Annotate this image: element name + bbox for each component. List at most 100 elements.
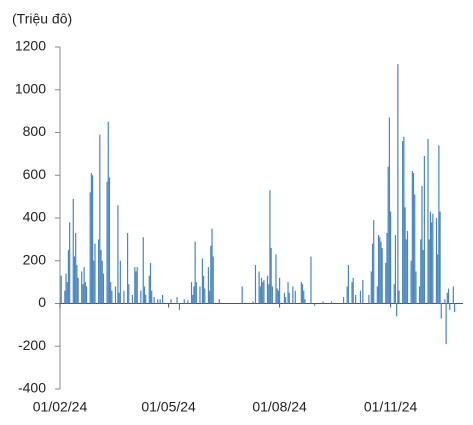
- bar: [66, 282, 68, 304]
- bar: [170, 299, 172, 304]
- bar: [330, 301, 333, 304]
- bar: [142, 237, 144, 304]
- bar: [415, 271, 417, 304]
- bar: [410, 260, 412, 304]
- bar: [93, 260, 95, 304]
- bar: [351, 282, 353, 304]
- bar: [342, 297, 345, 304]
- bar: [190, 282, 193, 304]
- bar: [423, 156, 425, 304]
- bar: [212, 256, 214, 304]
- bar: [453, 303, 456, 313]
- bar: [381, 247, 383, 304]
- bar: [310, 256, 312, 304]
- bar: [403, 136, 405, 304]
- bar: [75, 232, 77, 304]
- bar: [102, 273, 105, 304]
- bar: [65, 273, 67, 304]
- bar: [376, 286, 378, 304]
- bar: [387, 166, 389, 304]
- bar: [406, 230, 409, 304]
- bar: [126, 232, 129, 304]
- bar: [143, 286, 146, 304]
- bar: [368, 294, 370, 304]
- y-tick-label: 600: [23, 166, 47, 182]
- bar: [275, 254, 277, 304]
- bar: [204, 288, 206, 304]
- y-tick-label: 800: [23, 123, 47, 139]
- bar: [76, 265, 78, 304]
- bar: [131, 294, 133, 304]
- bar: [388, 117, 390, 304]
- bar: [94, 243, 96, 304]
- bar: [438, 145, 440, 304]
- bar: [134, 267, 136, 304]
- bar: [89, 192, 91, 304]
- bar: [440, 303, 442, 319]
- bar: [60, 275, 62, 304]
- bar: [393, 284, 395, 304]
- bar: [373, 220, 375, 304]
- bar: [402, 141, 404, 304]
- bar: [452, 286, 454, 304]
- bar: [422, 250, 424, 304]
- bar: [263, 279, 265, 304]
- bar: [288, 292, 290, 304]
- bar: [77, 277, 79, 304]
- bar: [271, 286, 273, 304]
- bar: [347, 265, 349, 304]
- bar: [420, 239, 422, 304]
- bar: [91, 175, 94, 304]
- bar: [218, 299, 220, 304]
- bar: [269, 190, 271, 304]
- bar: [135, 271, 137, 304]
- bar: [432, 213, 434, 304]
- bar: [412, 173, 415, 304]
- bar: [278, 277, 281, 304]
- bar: [73, 256, 76, 304]
- bar: [119, 260, 121, 304]
- bar: [352, 277, 354, 304]
- bar: [301, 284, 304, 304]
- bar: [69, 222, 71, 304]
- bar: [418, 286, 421, 304]
- bar: [107, 121, 109, 304]
- y-tick-label: 200: [23, 251, 47, 267]
- bar: [117, 205, 119, 304]
- bar: [437, 254, 439, 304]
- bar: [429, 211, 432, 304]
- bar: [447, 288, 450, 304]
- bar: [207, 267, 210, 304]
- bar: [268, 284, 270, 304]
- bar: [260, 277, 263, 304]
- bar: [377, 235, 380, 304]
- bar: [192, 294, 194, 304]
- bar: [99, 134, 101, 304]
- x-tick-label: 01/02/24: [33, 399, 88, 415]
- bar: [355, 294, 357, 304]
- bar: [428, 239, 430, 304]
- bar: [82, 284, 84, 304]
- bar: [396, 303, 398, 317]
- bar: [90, 173, 92, 304]
- bar: [390, 211, 392, 304]
- bar: [136, 267, 138, 304]
- bar: [178, 303, 181, 310]
- bar: [101, 260, 103, 304]
- y-tick-label: -400: [18, 380, 46, 396]
- bar: [157, 299, 159, 304]
- bar: [201, 258, 203, 304]
- bar: [194, 241, 196, 304]
- bar: [379, 237, 381, 304]
- bar: [270, 247, 272, 304]
- bar: [266, 275, 269, 304]
- bar: [431, 222, 433, 304]
- bar: [322, 301, 324, 304]
- bar: [114, 286, 117, 304]
- bar: [283, 292, 286, 304]
- bar: [210, 245, 212, 304]
- bar: [259, 286, 261, 304]
- bar: [380, 241, 382, 304]
- bar: [370, 271, 372, 304]
